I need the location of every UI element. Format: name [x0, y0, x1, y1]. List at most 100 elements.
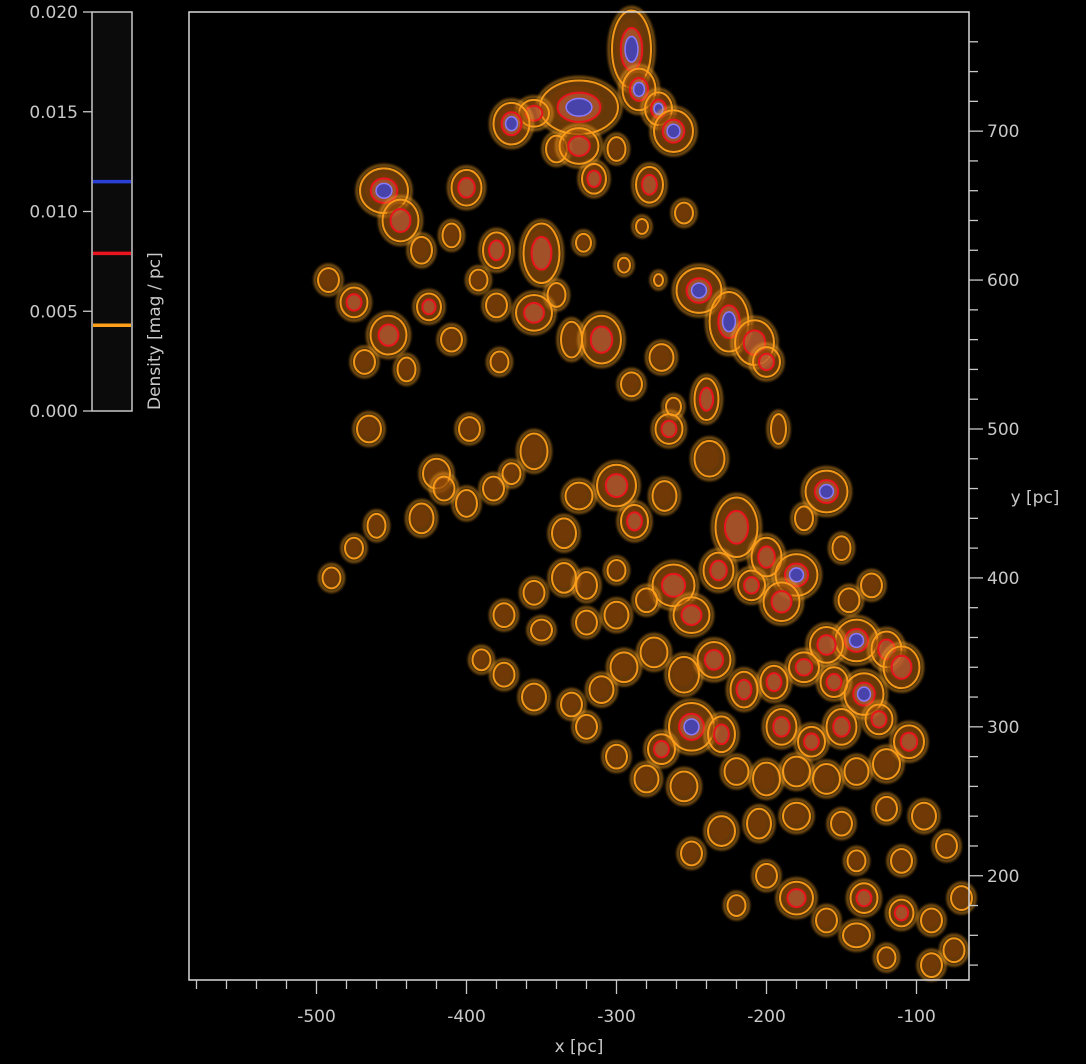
density-cloud-104	[489, 658, 519, 692]
colorbar-tick-label-4: 0.020	[29, 3, 78, 23]
density-cloud-107	[703, 711, 740, 757]
density-cloud-78	[600, 597, 633, 634]
density-cloud-94	[784, 647, 824, 687]
density-cloud-47	[690, 436, 729, 482]
colorbar-contour-levels	[93, 179, 131, 327]
density-cloud-62	[340, 533, 368, 564]
y-tick-label-700: 700	[987, 122, 1019, 142]
y-tick-label-400: 400	[987, 569, 1019, 589]
density-cloud-129	[907, 798, 941, 835]
density-cloud-65	[498, 458, 525, 489]
density-cloud-12	[378, 195, 423, 246]
density-cloud-108	[643, 729, 680, 769]
x-axis: -500 -400 -300 -200 -100	[195, 980, 948, 1027]
density-cloud-31	[511, 290, 557, 336]
density-cloud-74	[699, 548, 738, 593]
density-cloud-14	[447, 165, 486, 211]
density-cloud-57	[648, 476, 681, 516]
density-cloud-97	[693, 637, 735, 683]
density-cloud-83	[526, 615, 557, 645]
density-cloud-8	[577, 159, 611, 199]
density-cloud-101	[585, 671, 618, 708]
density-cloud-59	[451, 485, 482, 522]
density-cloud-117	[778, 752, 815, 791]
y-axis-label: y [pc]	[1011, 488, 1060, 508]
density-cloud-122	[601, 740, 632, 774]
y-tick-label-200: 200	[987, 867, 1019, 887]
density-cloud-9	[555, 123, 603, 169]
density-cloud-52	[478, 472, 509, 505]
density-cloud-68	[828, 531, 855, 565]
density-cloud-87	[856, 568, 887, 602]
density-cloud-133	[775, 877, 818, 919]
density-cloud-116	[808, 759, 845, 799]
density-cloud-63	[318, 562, 345, 593]
density-cloud-77	[631, 583, 662, 617]
density-cloud-128	[871, 792, 902, 826]
colorbar-tick-label-1: 0.005	[29, 302, 78, 322]
density-cloud-21	[670, 198, 698, 228]
density-cloud-23	[313, 263, 344, 297]
density-cloud-61	[363, 509, 390, 543]
density-cloud-123	[571, 710, 602, 744]
x-tick-label--300: -300	[597, 1007, 636, 1027]
density-cloud-49	[349, 345, 380, 379]
density-cloud-25	[366, 311, 411, 360]
density-cloud-13	[406, 232, 437, 269]
density-cloud-118	[748, 758, 785, 800]
x-tick-label--500: -500	[297, 1007, 336, 1027]
density-cloud-66	[801, 466, 852, 517]
density-cloud-135	[846, 878, 882, 918]
density-cloud-43	[616, 367, 647, 401]
density-cloud-124	[778, 798, 815, 835]
density-cloud-26	[393, 353, 420, 386]
density-cloud-72	[759, 577, 804, 626]
density-cloud-121	[630, 761, 663, 797]
x-axis-label: x [pc]	[555, 1037, 604, 1057]
density-cloud-27	[412, 288, 446, 325]
density-cloud-34	[556, 317, 587, 363]
density-cloud-48	[766, 409, 791, 449]
density-cloud-134	[811, 904, 842, 937]
density-cloud-29	[465, 265, 492, 295]
plot-frame	[188, 11, 970, 981]
density-cloud-119	[720, 753, 753, 790]
density-cloud-103	[517, 679, 551, 715]
density-cloud-95	[756, 661, 792, 704]
density-cloud-60	[405, 498, 438, 538]
density-cloud-137	[916, 904, 947, 937]
density-cloud-32	[486, 347, 513, 377]
colorbar-tick-label-2: 0.010	[29, 203, 78, 223]
density-cloud-45	[690, 373, 723, 425]
density-cloud-24	[336, 283, 372, 322]
density-cloud-93	[816, 662, 852, 702]
density-cloud-17	[519, 218, 564, 288]
density-cloud-96	[726, 667, 762, 712]
density-cloud-30	[481, 288, 512, 322]
density-cloud-82	[489, 598, 519, 632]
colorbar: 0.000 0.005 0.010 0.015 0.020 Density [mag /…	[29, 3, 165, 422]
density-cloud-58	[547, 513, 581, 553]
x-tick-label--100: -100	[897, 1007, 936, 1027]
density-cloud-136	[885, 895, 918, 931]
density-cloud-84	[571, 567, 602, 604]
density-cloud-86	[834, 583, 864, 617]
density-cloud-89	[805, 622, 848, 668]
density-cloud-22	[631, 214, 653, 239]
density-cloud-10	[603, 132, 630, 166]
density-cloud-69	[711, 492, 762, 562]
density-cloud-106	[664, 698, 719, 756]
density-cloud-53	[516, 428, 552, 474]
density-cloud-92	[840, 668, 888, 720]
density-cloud-36	[613, 253, 635, 278]
density-cloud-19	[571, 229, 596, 257]
density-cloud-41	[748, 342, 785, 382]
density-cloud-73	[733, 565, 770, 605]
density-clouds	[313, 6, 977, 982]
density-cloud-85	[603, 555, 630, 586]
plot-area: -500 -400 -300 -200 -100 200300400500600700 …	[188, 6, 1060, 1057]
density-cloud-141	[751, 859, 782, 893]
density-cloud-6	[489, 98, 534, 150]
density-cloud-15	[438, 218, 465, 252]
